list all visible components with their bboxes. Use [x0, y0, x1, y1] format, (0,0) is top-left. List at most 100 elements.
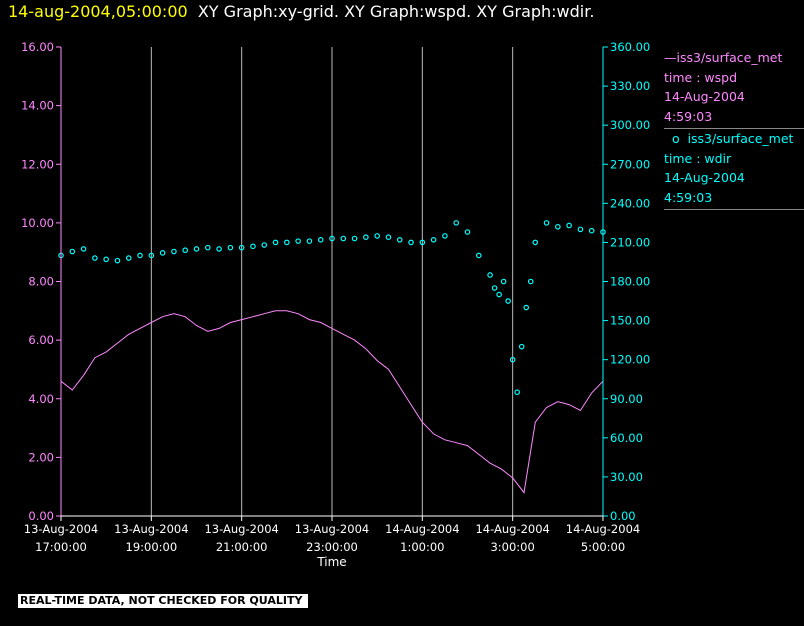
wdir-point — [182, 247, 189, 254]
x-tick-date: 13-Aug-2004 — [204, 522, 278, 536]
wdir-point — [453, 220, 460, 226]
wdir-point — [92, 255, 98, 261]
x-tick-time: 17:00:00 — [35, 540, 87, 554]
wdir-point — [487, 272, 493, 278]
wdir-point — [69, 248, 76, 255]
wdir-point — [306, 238, 313, 244]
wdir-point — [588, 227, 595, 234]
left-tick-label: 14.00 — [21, 99, 54, 113]
wdir-point — [419, 239, 426, 246]
left-tick-label: 8.00 — [28, 275, 54, 289]
quality-notice: REAL-TIME DATA, NOT CHECKED FOR QUALITY — [18, 594, 309, 608]
legend-entry-wdir: o iss3/surface_met time : wdir 14-Aug-20… — [664, 129, 804, 210]
wdir-point — [527, 278, 534, 285]
legend-series-name: iss3/surface_met — [676, 50, 783, 65]
circle-symbol-icon: o — [671, 131, 680, 146]
wdir-point — [227, 244, 234, 251]
wdir-point — [505, 298, 511, 304]
x-tick-date: 13-Aug-2004 — [295, 522, 369, 536]
wdir-point — [80, 246, 87, 252]
left-tick-label: 0.00 — [28, 509, 54, 523]
wdir-point — [103, 256, 109, 263]
wdir-point — [374, 233, 380, 239]
wdir-point — [475, 252, 482, 259]
wdir-point — [464, 229, 471, 235]
wdir-point — [442, 233, 448, 239]
wdir-point — [295, 238, 301, 244]
right-tick-label: 150.00 — [610, 314, 650, 328]
wdir-point — [543, 220, 550, 226]
right-axis-ticks: 0.00 30.00 60.00 90.00 120.00 150.00 180.00 210… — [603, 40, 650, 523]
wdir-point — [272, 239, 279, 246]
legend-time: 4:59:03 — [664, 108, 713, 124]
wdir-point — [491, 285, 498, 291]
legend-series-name: iss3/surface_met — [687, 131, 794, 146]
right-tick-label: 330.00 — [610, 79, 650, 93]
right-tick-label: 270.00 — [610, 157, 650, 171]
wdir-point — [284, 239, 290, 246]
wdir-point — [329, 235, 335, 242]
wdir-point — [193, 246, 200, 252]
wdir-point — [114, 257, 121, 264]
left-tick-label: 16.00 — [21, 40, 54, 54]
right-tick-label: 360.00 — [610, 40, 650, 54]
right-tick-label: 30.00 — [610, 470, 643, 484]
x-tick-date: 14-Aug-2004 — [566, 522, 640, 536]
right-tick-label: 240.00 — [610, 196, 650, 210]
left-tick-label: 4.00 — [28, 392, 54, 406]
wdir-point — [555, 223, 561, 230]
left-tick-label: 10.00 — [21, 216, 54, 230]
x-axis-ticks: 13-Aug-2004 17:00:00 13-Aug-2004 19:00:00 13… — [24, 516, 640, 554]
x-tick-time: 1:00:00 — [400, 540, 444, 554]
wdir-point — [577, 226, 584, 233]
header-title: 14-aug-2004,05:00:00 XY Graph:xy-grid. X… — [8, 2, 594, 21]
x-tick-date: 14-Aug-2004 — [385, 522, 459, 536]
legend-field: time : wdir — [664, 150, 732, 166]
wdir-point — [317, 237, 324, 243]
x-tick-date: 14-Aug-2004 — [475, 522, 549, 536]
x-tick-time: 5:00:00 — [581, 540, 625, 554]
wdir-point — [340, 235, 347, 242]
wdir-point — [500, 278, 507, 285]
x-tick-time: 3:00:00 — [490, 540, 534, 554]
wdir-point — [238, 244, 245, 251]
left-tick-label: 12.00 — [21, 157, 54, 171]
x-tick-time: 21:00:00 — [216, 540, 268, 554]
legend-entry-wspd: —iss3/surface_met time : wspd 14-Aug-200… — [664, 48, 804, 129]
wdir-point — [408, 239, 414, 246]
wdir-point — [385, 234, 392, 241]
wdir-point — [261, 242, 268, 248]
wdir-point — [518, 343, 525, 350]
legend-date: 14-Aug-2004 — [664, 170, 745, 185]
legend-time: 4:59:03 — [664, 189, 713, 205]
right-tick-label: 300.00 — [610, 118, 650, 132]
x-tick-time: 23:00:00 — [306, 540, 358, 554]
wdir-point — [204, 244, 211, 251]
wdir-point — [532, 239, 539, 246]
wdir-point — [159, 250, 166, 256]
left-axis-ticks: 0.00 2.00 4.00 6.00 8.00 10.00 12.00 14.00 16.00 — [21, 40, 61, 523]
x-tick-date: 13-Aug-2004 — [24, 522, 98, 536]
wdir-point — [250, 243, 256, 250]
legend-field: time : wspd — [664, 69, 738, 85]
x-axis-label: Time — [316, 555, 346, 569]
wdir-point — [496, 291, 502, 298]
left-tick-label: 6.00 — [28, 333, 54, 347]
wdir-point — [514, 389, 520, 396]
wdir-point — [363, 234, 369, 241]
wdir-point — [216, 246, 222, 252]
right-tick-label: 210.00 — [610, 235, 650, 249]
left-tick-label: 2.00 — [28, 450, 54, 464]
header-graph-list: XY Graph:xy-grid. XY Graph:wspd. XY Grap… — [197, 2, 595, 21]
right-tick-label: 0.00 — [610, 509, 636, 523]
line-symbol-icon: — — [664, 50, 677, 65]
wdir-point — [171, 248, 177, 255]
right-tick-label: 180.00 — [610, 275, 650, 289]
wdir-point — [430, 237, 437, 243]
x-tick-date: 13-Aug-2004 — [114, 522, 188, 536]
wdir-point — [523, 304, 530, 311]
right-tick-label: 60.00 — [610, 431, 643, 445]
wdir-point — [509, 356, 516, 363]
right-tick-label: 90.00 — [610, 392, 643, 406]
